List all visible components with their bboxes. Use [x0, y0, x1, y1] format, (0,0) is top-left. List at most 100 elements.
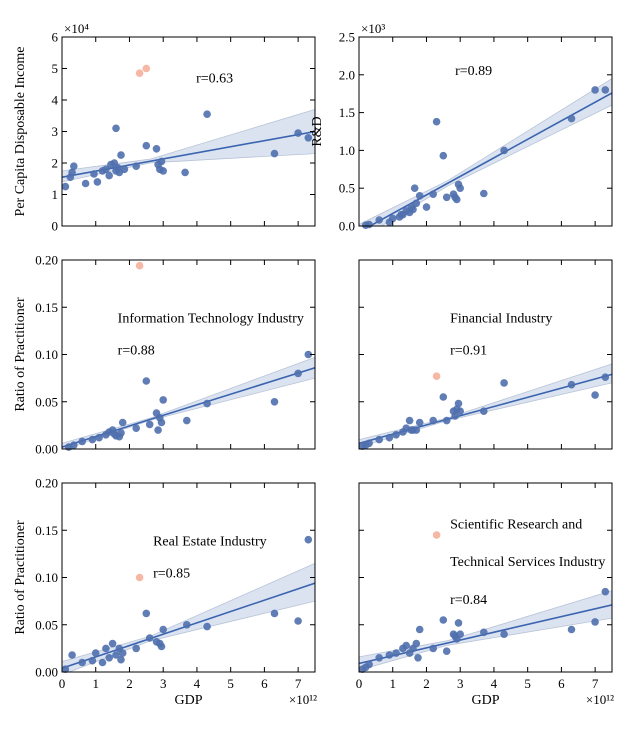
data-point [78, 437, 86, 446]
data-point [118, 418, 127, 427]
data-point [120, 165, 129, 174]
y-tick-label: 0.10 [35, 347, 58, 362]
confidence-band [62, 356, 315, 449]
y-tick-label: 2.0 [339, 67, 355, 82]
data-point [294, 129, 302, 137]
data-point [365, 660, 373, 669]
y-tick-label: 0.10 [35, 570, 58, 585]
y-axis-label: Per Capita Disposable Income [13, 47, 28, 217]
y-axis-label: Ratio of Practitioner [13, 297, 28, 412]
y-tick-label: 0.05 [35, 617, 58, 632]
data-point [105, 171, 113, 180]
x-tick-label: 1 [389, 676, 396, 691]
y-tick-label: 0.0 [339, 219, 355, 234]
data-point [88, 656, 97, 665]
data-point [567, 114, 576, 123]
data-point [439, 151, 448, 160]
data-point [407, 203, 416, 211]
data-point [375, 435, 384, 444]
data-point [415, 418, 424, 427]
y-tick-label: 0.5 [339, 181, 355, 196]
y-tick-label: 0.15 [35, 523, 58, 538]
y-tick-label: 2.5 [339, 30, 355, 45]
data-point [432, 117, 441, 126]
data-point [157, 418, 166, 427]
annotation: r=0.91 [450, 344, 487, 359]
data-point [112, 651, 120, 659]
data-point [392, 431, 400, 439]
data-point [385, 433, 394, 442]
data-point [567, 380, 576, 389]
data-point [591, 391, 599, 399]
data-point [480, 407, 488, 416]
data-point [93, 178, 102, 186]
y-axis-label: Ratio of Practitioner [13, 520, 28, 635]
data-point [415, 625, 424, 634]
data-point [91, 649, 100, 657]
data-point [88, 435, 97, 444]
annotation: Information Technology Industry [118, 311, 304, 326]
y-tick-label: 0.00 [35, 442, 58, 457]
data-point [442, 647, 451, 655]
data-point [442, 416, 451, 425]
outlier-point [135, 69, 144, 77]
x-axis-label: GDP [471, 693, 499, 708]
data-point [412, 639, 421, 648]
data-point [456, 184, 465, 192]
data-point [183, 416, 191, 425]
y-axis-exponent: ×10³ [361, 21, 385, 36]
data-point [397, 210, 406, 219]
data-point [429, 416, 438, 425]
data-point [407, 426, 416, 434]
data-point [95, 433, 103, 442]
regression-line [368, 92, 612, 226]
data-point [68, 651, 76, 659]
chart-panel-bottom-left: 0 1 2 3 4 5 6 7 0.00 0.05 0.10 0.15 0.20 ×10¹² GDP Rati… [13, 476, 317, 709]
data-point [304, 535, 313, 544]
y-tick-label: 6 [52, 30, 59, 45]
y-tick-label: 0.05 [35, 394, 58, 409]
data-point [118, 649, 127, 657]
annotation: r=0.85 [153, 567, 190, 582]
data-point [105, 654, 113, 662]
data-point [454, 399, 463, 408]
data-point [270, 149, 279, 158]
data-point [183, 621, 191, 629]
annotation: r=0.84 [450, 593, 487, 608]
data-point [132, 644, 140, 653]
data-point [451, 412, 459, 420]
data-point [117, 429, 125, 437]
data-point [392, 649, 400, 657]
data-point [132, 424, 140, 433]
x-tick-label: 3 [160, 676, 167, 691]
data-point [102, 644, 110, 653]
data-point [294, 369, 302, 378]
data-point [61, 182, 70, 191]
x-axis-label: GDP [174, 693, 202, 708]
annotation: r=0.88 [118, 344, 155, 359]
outlier-point [142, 64, 151, 73]
x-tick-label: 2 [423, 676, 430, 691]
x-tick-label: 5 [227, 676, 234, 691]
data-point [142, 377, 151, 385]
x-tick-label: 1 [92, 676, 99, 691]
data-point [422, 203, 431, 211]
y-tick-label: 0 [52, 219, 59, 234]
y-tick-label: 5 [52, 61, 59, 76]
x-tick-label: 4 [491, 676, 498, 691]
x-tick-label: 7 [295, 676, 302, 691]
data-point [117, 655, 125, 664]
data-point [429, 190, 438, 198]
data-point [388, 214, 397, 223]
data-point [181, 168, 189, 177]
data-point [90, 170, 98, 178]
data-point [102, 165, 110, 174]
x-axis-exponent: ×10¹² [289, 692, 317, 707]
x-axis-exponent: ×10¹² [586, 692, 614, 707]
data-point [270, 398, 279, 406]
x-tick-label: 6 [558, 676, 565, 691]
x-tick-label: 7 [592, 676, 599, 691]
data-point [68, 168, 76, 177]
annotation: r=0.89 [455, 64, 492, 79]
